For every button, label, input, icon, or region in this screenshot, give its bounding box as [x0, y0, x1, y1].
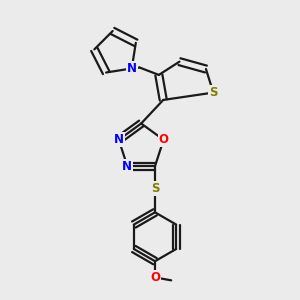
Text: N: N: [114, 133, 124, 146]
Text: S: S: [209, 86, 218, 99]
Text: O: O: [159, 133, 169, 146]
Text: N: N: [127, 62, 137, 75]
Text: S: S: [151, 182, 159, 195]
Text: O: O: [150, 271, 160, 284]
Text: N: N: [122, 160, 132, 172]
